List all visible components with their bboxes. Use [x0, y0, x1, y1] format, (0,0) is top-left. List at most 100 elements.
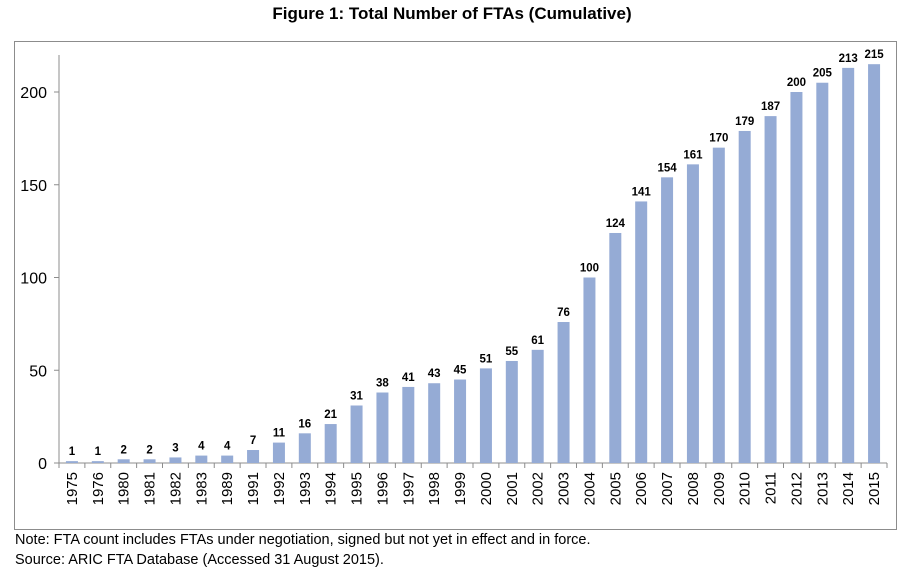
x-tick-label: 1975 [64, 472, 81, 505]
bar [609, 232, 622, 463]
x-tick-label: 1996 [374, 472, 391, 505]
x-tick-label: 1976 [90, 472, 107, 505]
bar [531, 349, 544, 463]
x-tick-label: 1980 [116, 472, 133, 505]
x-tick-label: 2001 [504, 472, 521, 505]
bar [479, 368, 492, 463]
x-tick-label: 1983 [193, 472, 210, 505]
x-tick-label: 1989 [219, 472, 236, 505]
bar [712, 147, 725, 463]
x-tick-label: 1995 [349, 472, 366, 505]
bar [764, 116, 777, 464]
data-label: 154 [657, 162, 677, 174]
x-tick-label: 1997 [400, 472, 417, 505]
bar [454, 379, 467, 463]
data-label: 179 [735, 116, 754, 128]
bar [298, 433, 311, 463]
bar [350, 405, 363, 463]
bar [686, 164, 699, 463]
x-tick-label: 2006 [633, 472, 650, 505]
x-tick-label: 2014 [840, 472, 857, 505]
x-tick-label: 2005 [607, 472, 624, 505]
bar [816, 82, 829, 463]
data-label: 4 [224, 441, 231, 453]
bar [505, 360, 518, 463]
data-label: 215 [864, 49, 884, 61]
data-label: 1 [95, 446, 102, 458]
bar [143, 459, 156, 463]
bar [247, 450, 260, 463]
x-tick-label: 1991 [245, 472, 262, 505]
data-label: 41 [402, 372, 415, 384]
data-label: 61 [531, 335, 544, 347]
x-tick-label: 1998 [426, 472, 443, 505]
y-tick-label: 100 [20, 271, 47, 288]
x-tick-label: 1992 [271, 472, 288, 505]
x-tick-label: 2002 [530, 472, 547, 505]
chart-title: Figure 1: Total Number of FTAs (Cumulati… [272, 4, 632, 23]
data-label: 100 [580, 263, 599, 275]
bar [842, 67, 855, 463]
data-label: 16 [298, 418, 311, 430]
x-tick-label: 2008 [685, 472, 702, 505]
bar [738, 130, 751, 463]
y-tick-label: 0 [38, 456, 47, 473]
data-label: 21 [324, 409, 337, 421]
x-tick-label: 2004 [581, 472, 598, 505]
data-label: 38 [376, 378, 389, 390]
data-label: 31 [350, 390, 363, 402]
bar [65, 461, 78, 463]
data-label: 4 [198, 441, 205, 453]
bar [324, 424, 337, 463]
bar [583, 277, 596, 463]
y-tick-label: 50 [29, 363, 47, 380]
x-tick-label: 2009 [711, 472, 728, 505]
bar [376, 392, 389, 463]
bar [272, 442, 285, 463]
x-tick-label: 1999 [452, 472, 469, 505]
data-label: 141 [632, 186, 652, 198]
x-tick-label: 1981 [142, 472, 159, 505]
data-label: 1 [69, 446, 76, 458]
bar [402, 386, 415, 463]
data-label: 170 [709, 133, 728, 145]
bar [169, 457, 182, 463]
data-label: 76 [557, 307, 570, 319]
bar [557, 322, 570, 463]
data-label: 45 [454, 365, 467, 377]
x-tick-label: 1993 [297, 472, 314, 505]
bar [868, 64, 881, 464]
x-tick-label: 2011 [763, 472, 780, 504]
data-label: 161 [683, 149, 703, 161]
data-label: 213 [839, 53, 858, 65]
bar [91, 461, 104, 463]
x-tick-label: 2015 [866, 472, 883, 505]
bar [790, 92, 803, 463]
data-label: 205 [813, 68, 833, 80]
x-tick-label: 1982 [167, 472, 184, 505]
x-tick-label: 2003 [556, 472, 573, 505]
data-label: 55 [505, 346, 518, 358]
chart-frame [14, 41, 897, 530]
data-label: 43 [428, 368, 441, 380]
x-tick-label: 2012 [788, 472, 805, 505]
bar [661, 177, 674, 463]
bar [221, 455, 234, 463]
data-label: 2 [120, 444, 126, 456]
x-tick-label: 1994 [323, 472, 340, 505]
x-tick-label: 2010 [737, 472, 754, 505]
data-label: 3 [172, 442, 178, 454]
x-tick-label: 2013 [814, 472, 831, 505]
bar [635, 201, 648, 463]
bar [195, 455, 208, 463]
data-label: 187 [761, 101, 780, 113]
chart-source: Source: ARIC FTA Database (Accessed 31 A… [15, 552, 384, 568]
y-tick-label: 200 [20, 85, 47, 102]
data-label: 51 [480, 353, 493, 365]
data-label: 7 [250, 435, 256, 447]
data-label: 11 [273, 428, 286, 440]
x-tick-label: 2007 [659, 472, 676, 505]
chart-note: Note: FTA count includes FTAs under nego… [15, 532, 591, 548]
bar [117, 459, 130, 463]
